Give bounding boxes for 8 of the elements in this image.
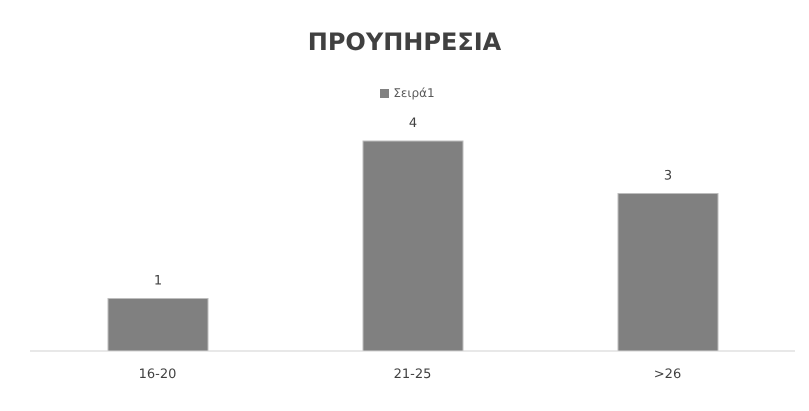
x-tick-label: 16-20 — [138, 367, 176, 382]
x-tick-label: >26 — [654, 367, 682, 382]
data-label: 3 — [664, 168, 672, 184]
legend-label: Σειρά1 — [393, 86, 435, 100]
chart-title: ΠΡΟΥΠΗΡΕΣΙΑ — [306, 28, 502, 56]
data-label: 4 — [408, 116, 418, 131]
x-tick-label: 21-25 — [394, 367, 432, 382]
data-label: 1 — [154, 274, 162, 288]
